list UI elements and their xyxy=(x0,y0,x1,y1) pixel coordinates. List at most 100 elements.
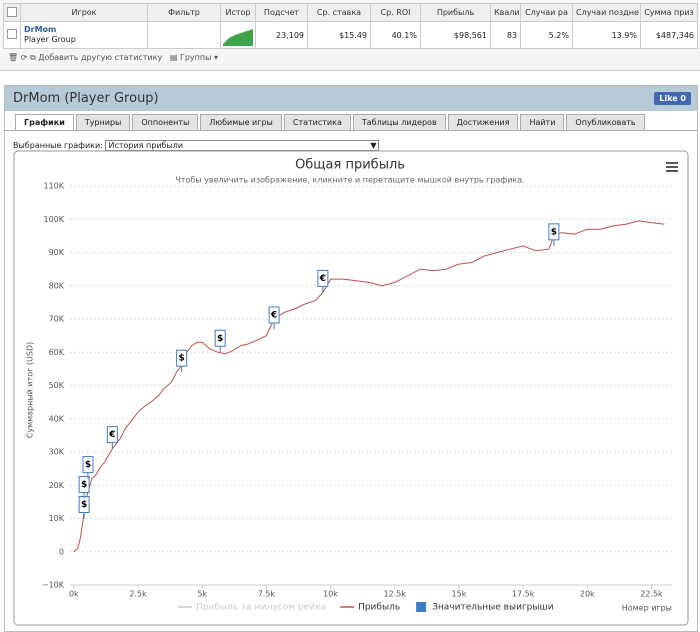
tab[interactable]: Опубликовать xyxy=(566,114,645,130)
cell: 5.2% xyxy=(520,21,573,49)
header[interactable]: Прибыль xyxy=(420,3,491,22)
flag-box xyxy=(548,223,560,241)
y-tick-label: 60K xyxy=(49,348,65,357)
cell: $98,561 xyxy=(420,21,491,49)
flag-label: $ xyxy=(217,334,223,344)
tab[interactable]: Любимые игры xyxy=(200,114,282,130)
big-win-flag[interactable]: € xyxy=(106,426,118,449)
cell: 40.1% xyxy=(370,21,421,49)
tabs: Графики Турниры Оппоненты Любимые игры Стати… xyxy=(5,111,697,131)
big-win-flag[interactable]: $ xyxy=(214,329,226,353)
header[interactable]: Ср. ROI xyxy=(370,3,421,22)
player-group: Player Group xyxy=(24,35,76,44)
y-tick-label: 100K xyxy=(43,215,64,224)
legend-label[interactable]: Прибыль xyxy=(358,603,400,613)
add-stat-button[interactable]: Добавить другую статистику xyxy=(38,53,163,62)
select-value: История прибыли xyxy=(108,141,184,150)
big-win-flag[interactable]: $ xyxy=(82,456,94,479)
legend-label[interactable]: Значительные выигрыши xyxy=(432,603,554,613)
stats-table: Игрок Фильтр Истор Подсчет Ср. ставка Ср. ROI… xyxy=(3,3,698,49)
y-tick-label: 40K xyxy=(49,414,65,423)
flag-box xyxy=(214,329,226,347)
stats-area: Игрок Фильтр Истор Подсчет Ср. ставка Ср. ROI… xyxy=(0,0,700,71)
x-tick-label: 10k xyxy=(323,590,338,599)
header[interactable]: Игрок xyxy=(20,3,148,22)
chart-subtitle: Чтобы увеличить изображение, кликните и … xyxy=(175,176,524,185)
tab[interactable]: Таблицы лидеров xyxy=(352,114,446,130)
header[interactable]: Случаи поздне xyxy=(572,3,641,22)
x-tick-label: 5k xyxy=(197,590,207,599)
cell: 83 xyxy=(490,21,521,49)
tab[interactable]: Найти xyxy=(520,114,565,130)
y-tick-label: 30K xyxy=(49,448,65,457)
header[interactable]: Ср. ставка xyxy=(307,3,371,22)
x-tick-label: 2.5k xyxy=(129,590,147,599)
tab[interactable]: Статистика xyxy=(283,114,351,130)
flag-label: $ xyxy=(85,460,91,470)
header[interactable]: Подсчет xyxy=(255,3,308,22)
select-label: Выбранные графики: xyxy=(13,141,103,150)
y-tick-label: 90K xyxy=(49,248,65,257)
big-win-flag[interactable]: $ xyxy=(176,349,188,373)
tab[interactable]: Графики xyxy=(15,114,74,130)
flag-box xyxy=(82,456,94,474)
flag-label: € xyxy=(319,274,326,284)
cell: 13.9% xyxy=(572,21,641,49)
flag-label: $ xyxy=(551,227,557,237)
chart-title: Общая прибыль xyxy=(295,158,405,173)
groups-button[interactable]: Группы xyxy=(179,53,212,62)
y-tick-label: 20K xyxy=(49,481,65,490)
x-axis-title: Номер игры xyxy=(622,604,672,613)
toolbar: 🗑 ⟳ ⧉ Добавить другую статистику ▤ Групп… xyxy=(8,53,218,62)
sparkline xyxy=(223,29,253,46)
big-win-flag[interactable]: € xyxy=(268,306,280,329)
legend-symbol xyxy=(416,602,427,612)
flag-label: € xyxy=(108,430,115,440)
x-tick-label: 17.5k xyxy=(512,590,535,599)
sparkline-cell xyxy=(220,21,256,49)
header[interactable]: Случаи ра xyxy=(520,3,573,22)
player-link[interactable]: DrMom xyxy=(24,25,57,34)
x-tick-label: 15k xyxy=(452,590,467,599)
like-button[interactable]: Like 0 xyxy=(654,92,691,105)
tab[interactable]: Турниры xyxy=(75,114,131,130)
chart-frame xyxy=(13,150,689,626)
y-tick-label: 0 xyxy=(59,547,64,556)
big-win-flag[interactable]: $ xyxy=(78,476,90,499)
y-tick-label: 50K xyxy=(49,381,65,390)
y-axis-title: Суммарный итог (USD) xyxy=(26,342,35,439)
filter-cell xyxy=(147,21,221,49)
flag-box xyxy=(317,269,329,287)
y-tick-label: 10K xyxy=(49,514,65,523)
menu-icon[interactable] xyxy=(666,162,678,172)
y-tick-label: 110K xyxy=(43,182,64,191)
panel-title: DrMom (Player Group) xyxy=(13,91,159,106)
cell: $487,346 xyxy=(640,21,698,49)
flag-label: € xyxy=(270,310,277,320)
row-check[interactable] xyxy=(3,21,21,49)
cell: 23,109 xyxy=(255,21,308,49)
big-win-flag[interactable]: $ xyxy=(548,223,560,246)
header[interactable]: Фильтр xyxy=(147,3,221,22)
x-tick-label: 20k xyxy=(580,590,595,599)
y-tick-label: 70K xyxy=(49,315,65,324)
flag-box xyxy=(78,476,90,494)
x-tick-label: 22.5k xyxy=(640,590,663,599)
header[interactable]: Квали xyxy=(490,3,521,22)
y-tick-label: −10K xyxy=(42,581,65,590)
y-tick-label: 80K xyxy=(49,281,65,290)
header[interactable]: Сумма приз xyxy=(640,3,698,22)
panel-header: DrMom (Player Group) Like 0 xyxy=(5,86,697,111)
big-win-flag[interactable]: € xyxy=(317,269,329,293)
flag-label: $ xyxy=(81,500,87,510)
flag-box xyxy=(176,349,188,367)
tab[interactable]: Оппоненты xyxy=(132,114,199,130)
header-check[interactable] xyxy=(3,3,21,22)
x-tick-label: 7.5k xyxy=(258,590,276,599)
profit-line xyxy=(73,220,665,553)
legend-label[interactable]: Прибыль за минусом рейка xyxy=(196,603,326,613)
tab[interactable]: Достижения xyxy=(447,114,519,130)
flag-box xyxy=(106,426,118,444)
header[interactable]: Истор xyxy=(220,3,256,22)
